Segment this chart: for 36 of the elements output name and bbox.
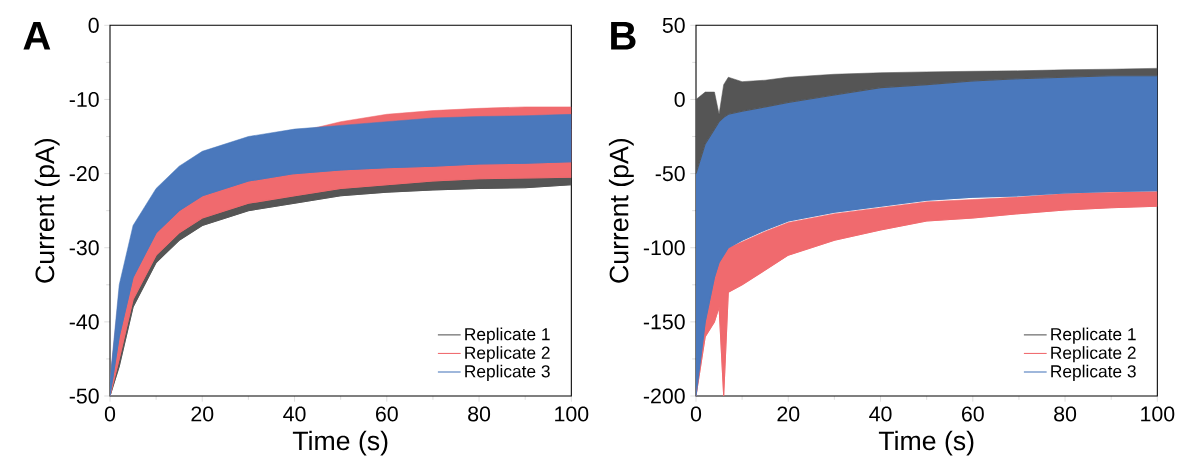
x-tick-label: 20	[191, 406, 214, 422]
y-tick-label: -40	[69, 314, 99, 330]
x-tick-label: 60	[376, 406, 398, 422]
legend-label: Replicate 1	[1051, 327, 1136, 344]
x-tick-label: 0	[690, 406, 702, 422]
y-axis-title: Current (pA)	[34, 139, 60, 283]
y-tick-label: -100	[643, 240, 685, 256]
y-tick-label: -150	[643, 314, 685, 330]
chart-title: A	[23, 22, 51, 50]
y-tick-label: -50	[655, 166, 685, 182]
x-axis-title: Time (s)	[292, 430, 388, 456]
y-tick-label: -200	[643, 388, 685, 404]
x-tick-label: 100	[555, 406, 589, 422]
y-tick-label: -30	[69, 240, 99, 256]
y-tick-label: -10	[69, 91, 99, 108]
legend-label: Replicate 1	[465, 327, 550, 344]
x-tick-label: 40	[869, 406, 892, 422]
y-tick-label: 0	[674, 91, 685, 108]
legend-label: Replicate 3	[1051, 364, 1136, 381]
x-tick-label: 0	[104, 406, 116, 422]
legend-label: Replicate 2	[1051, 346, 1136, 363]
x-tick-label: 80	[468, 406, 491, 422]
chart-title: B	[611, 22, 636, 50]
x-axis-title: Time (s)	[878, 430, 974, 456]
y-tick-label: 0	[88, 17, 99, 33]
x-tick-label: 100	[1141, 406, 1175, 422]
y-tick-label: -50	[69, 388, 99, 404]
y-tick-label: -20	[69, 166, 99, 182]
y-axis-title: Current (pA)	[608, 139, 634, 283]
x-tick-label: 60	[962, 406, 984, 422]
x-tick-label: 20	[777, 406, 800, 422]
x-tick-label: 40	[283, 406, 306, 422]
legend-label: Replicate 2	[465, 346, 550, 363]
x-tick-label: 80	[1054, 406, 1077, 422]
y-tick-label: 50	[662, 17, 685, 33]
legend-label: Replicate 3	[465, 364, 550, 381]
